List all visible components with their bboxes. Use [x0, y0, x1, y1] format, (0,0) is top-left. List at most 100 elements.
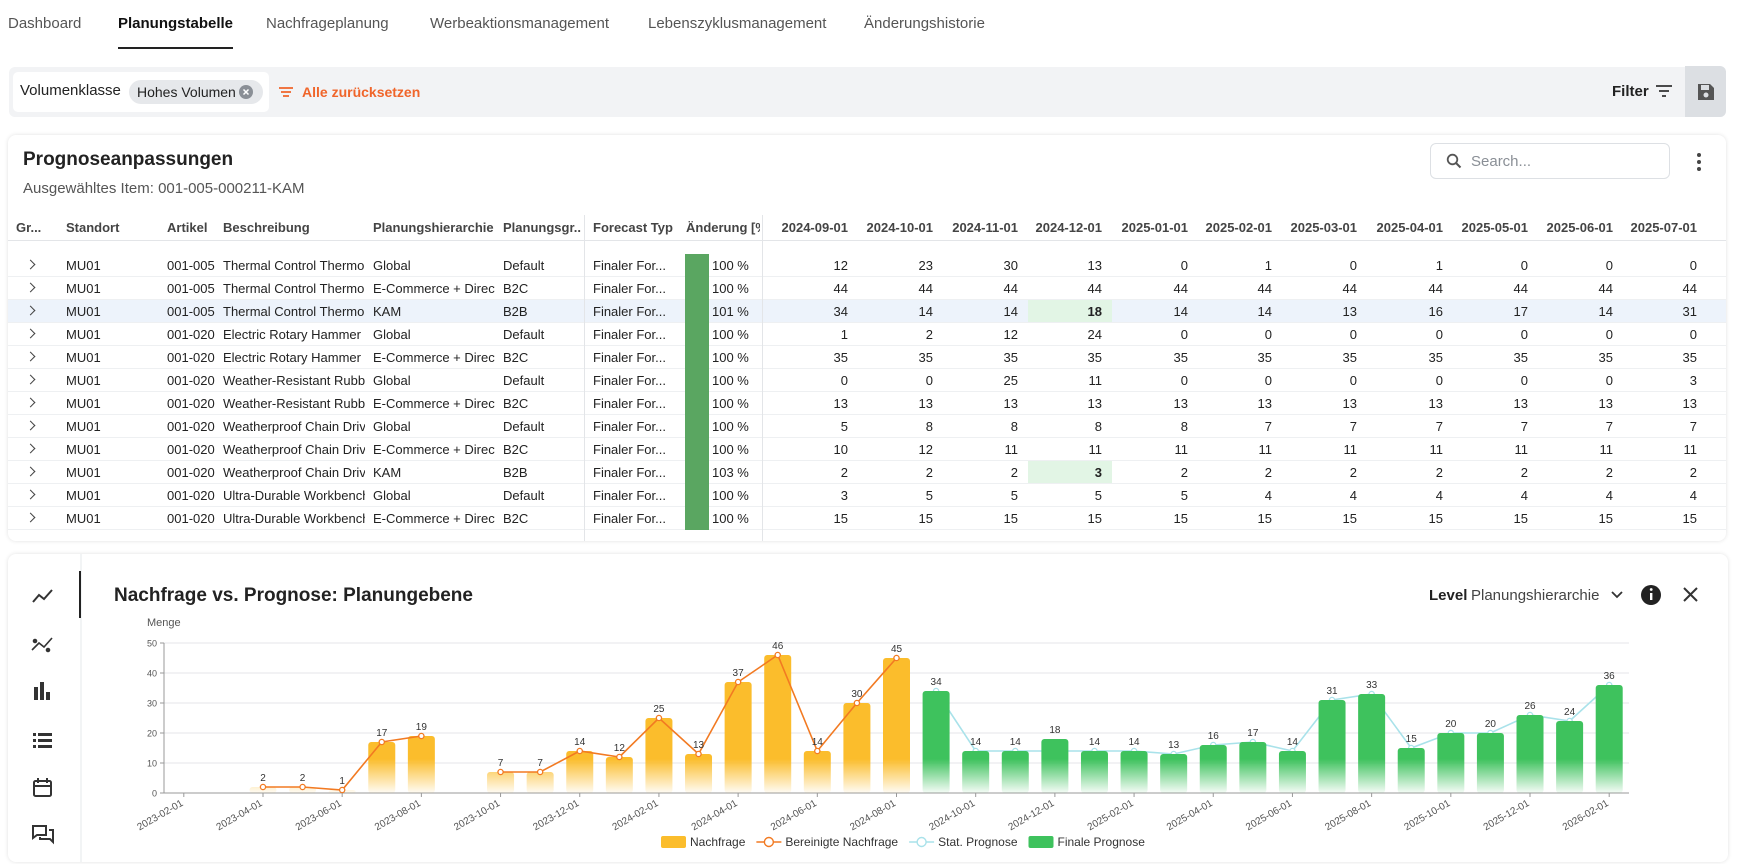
column-header[interactable]: Artikel — [167, 216, 219, 239]
forecast-cell[interactable]: 3 — [768, 484, 848, 507]
forecast-cell[interactable]: 0 — [1363, 323, 1443, 346]
column-header[interactable]: 2025-03-01 — [1272, 216, 1357, 239]
forecast-cell[interactable]: 12 — [768, 254, 848, 277]
expand-row-chevron[interactable] — [26, 490, 36, 500]
forecast-cell[interactable]: 4 — [1363, 484, 1443, 507]
forecast-cell[interactable]: 44 — [1617, 277, 1697, 300]
forecast-cell[interactable]: 8 — [853, 415, 933, 438]
forecast-cell[interactable]: 35 — [938, 346, 1018, 369]
forecast-cell[interactable]: 13 — [1108, 392, 1188, 415]
forecast-cell[interactable]: 0 — [1448, 369, 1528, 392]
forecast-cell[interactable]: 11 — [938, 438, 1018, 461]
forecast-cell[interactable]: 24 — [1022, 323, 1102, 346]
column-header[interactable]: 2025-02-01 — [1187, 216, 1272, 239]
column-header[interactable]: 2025-06-01 — [1528, 216, 1613, 239]
forecast-cell[interactable]: 17 — [1448, 300, 1528, 323]
forecast-cell[interactable]: 11 — [1363, 438, 1443, 461]
expand-row-chevron[interactable] — [26, 513, 36, 523]
forecast-cell[interactable]: 30 — [938, 254, 1018, 277]
chip-remove-icon[interactable] — [238, 84, 254, 100]
forecast-cell[interactable]: 2 — [1192, 461, 1272, 484]
forecast-cell[interactable]: 13 — [1617, 392, 1697, 415]
forecast-cell[interactable]: 0 — [1363, 369, 1443, 392]
forecast-cell[interactable]: 35 — [1192, 346, 1272, 369]
forecast-cell[interactable]: 0 — [1533, 369, 1613, 392]
forecast-cell[interactable]: 35 — [1022, 346, 1102, 369]
forecast-cell[interactable]: 2 — [853, 461, 933, 484]
filter-button[interactable]: Filter — [1612, 83, 1649, 100]
forecast-cell[interactable]: 13 — [1533, 392, 1613, 415]
forecast-cell[interactable]: 11 — [1022, 369, 1102, 392]
sidebar-list-icon[interactable] — [33, 733, 52, 748]
column-header[interactable]: Planungsgr... — [503, 216, 581, 239]
column-header[interactable]: Standort — [66, 216, 161, 239]
forecast-cell[interactable]: 0 — [1448, 254, 1528, 277]
forecast-cell[interactable]: 11 — [1022, 438, 1102, 461]
forecast-cell[interactable]: 5 — [1022, 484, 1102, 507]
forecast-cell[interactable]: 15 — [938, 507, 1018, 530]
forecast-cell[interactable]: 14 — [1192, 300, 1272, 323]
column-header[interactable]: 2024-11-01 — [933, 216, 1018, 239]
filter-icon[interactable] — [1655, 83, 1673, 99]
forecast-cell[interactable]: 44 — [1448, 277, 1528, 300]
forecast-cell[interactable]: 2 — [768, 461, 848, 484]
forecast-cell[interactable]: 0 — [1192, 369, 1272, 392]
forecast-cell[interactable]: 12 — [938, 323, 1018, 346]
nav-tab[interactable]: Änderungshistorie — [864, 15, 985, 32]
forecast-cell[interactable]: 0 — [1448, 323, 1528, 346]
forecast-cell[interactable]: 35 — [1617, 346, 1697, 369]
forecast-cell[interactable]: 0 — [1108, 323, 1188, 346]
expand-row-chevron[interactable] — [26, 352, 36, 362]
forecast-cell[interactable]: 8 — [1108, 415, 1188, 438]
forecast-cell[interactable]: 2 — [1363, 461, 1443, 484]
forecast-cell[interactable]: 1 — [768, 323, 848, 346]
more-menu[interactable] — [1694, 151, 1704, 173]
sidebar-bar-icon[interactable] — [34, 682, 50, 700]
forecast-cell[interactable]: 13 — [1277, 300, 1357, 323]
forecast-cell[interactable]: 15 — [853, 507, 933, 530]
forecast-cell[interactable]: 35 — [1277, 346, 1357, 369]
forecast-cell[interactable]: 16 — [1363, 300, 1443, 323]
forecast-cell[interactable]: 35 — [1533, 346, 1613, 369]
forecast-cell[interactable]: 15 — [1108, 507, 1188, 530]
forecast-cell[interactable]: 8 — [938, 415, 1018, 438]
forecast-cell[interactable]: 2 — [1533, 461, 1613, 484]
nav-tab[interactable]: Nachfrageplanung — [266, 15, 389, 32]
forecast-cell[interactable]: 15 — [1022, 507, 1102, 530]
forecast-cell[interactable]: 0 — [1108, 254, 1188, 277]
forecast-cell[interactable]: 2 — [1277, 461, 1357, 484]
forecast-cell[interactable]: 0 — [1277, 369, 1357, 392]
forecast-cell[interactable]: 18 — [1022, 300, 1102, 323]
expand-row-chevron[interactable] — [26, 283, 36, 293]
sidebar-line-icon[interactable] — [33, 590, 52, 602]
forecast-cell[interactable]: 14 — [853, 300, 933, 323]
nav-tab[interactable]: Planungstabelle — [118, 15, 233, 32]
expand-row-chevron[interactable] — [26, 421, 36, 431]
forecast-cell[interactable]: 1 — [1363, 254, 1443, 277]
forecast-cell[interactable]: 11 — [1192, 438, 1272, 461]
forecast-cell[interactable]: 1 — [1192, 254, 1272, 277]
forecast-cell[interactable]: 44 — [768, 277, 848, 300]
column-header[interactable]: Gr... — [16, 216, 58, 239]
sidebar-comments-icon[interactable] — [33, 826, 53, 842]
forecast-cell[interactable]: 11 — [1277, 438, 1357, 461]
forecast-cell[interactable]: 7 — [1277, 415, 1357, 438]
forecast-cell[interactable]: 4 — [1192, 484, 1272, 507]
forecast-cell[interactable]: 14 — [938, 300, 1018, 323]
forecast-cell[interactable]: 2 — [938, 461, 1018, 484]
forecast-cell[interactable]: 4 — [1617, 484, 1697, 507]
forecast-cell[interactable]: 8 — [1022, 415, 1102, 438]
column-header[interactable]: Planungshierarchie — [373, 216, 499, 239]
forecast-cell[interactable]: 7 — [1363, 415, 1443, 438]
forecast-cell[interactable]: 15 — [768, 507, 848, 530]
column-header[interactable]: 2025-07-01 — [1612, 216, 1697, 239]
forecast-cell[interactable]: 0 — [1617, 254, 1697, 277]
forecast-cell[interactable]: 13 — [853, 392, 933, 415]
forecast-cell[interactable]: 13 — [1022, 392, 1102, 415]
reset-icon[interactable] — [277, 84, 295, 100]
forecast-cell[interactable]: 2 — [1108, 461, 1188, 484]
forecast-cell[interactable]: 10 — [768, 438, 848, 461]
column-header[interactable]: 2024-09-01 — [763, 216, 848, 239]
forecast-cell[interactable]: 0 — [768, 369, 848, 392]
forecast-cell[interactable]: 2 — [1617, 461, 1697, 484]
